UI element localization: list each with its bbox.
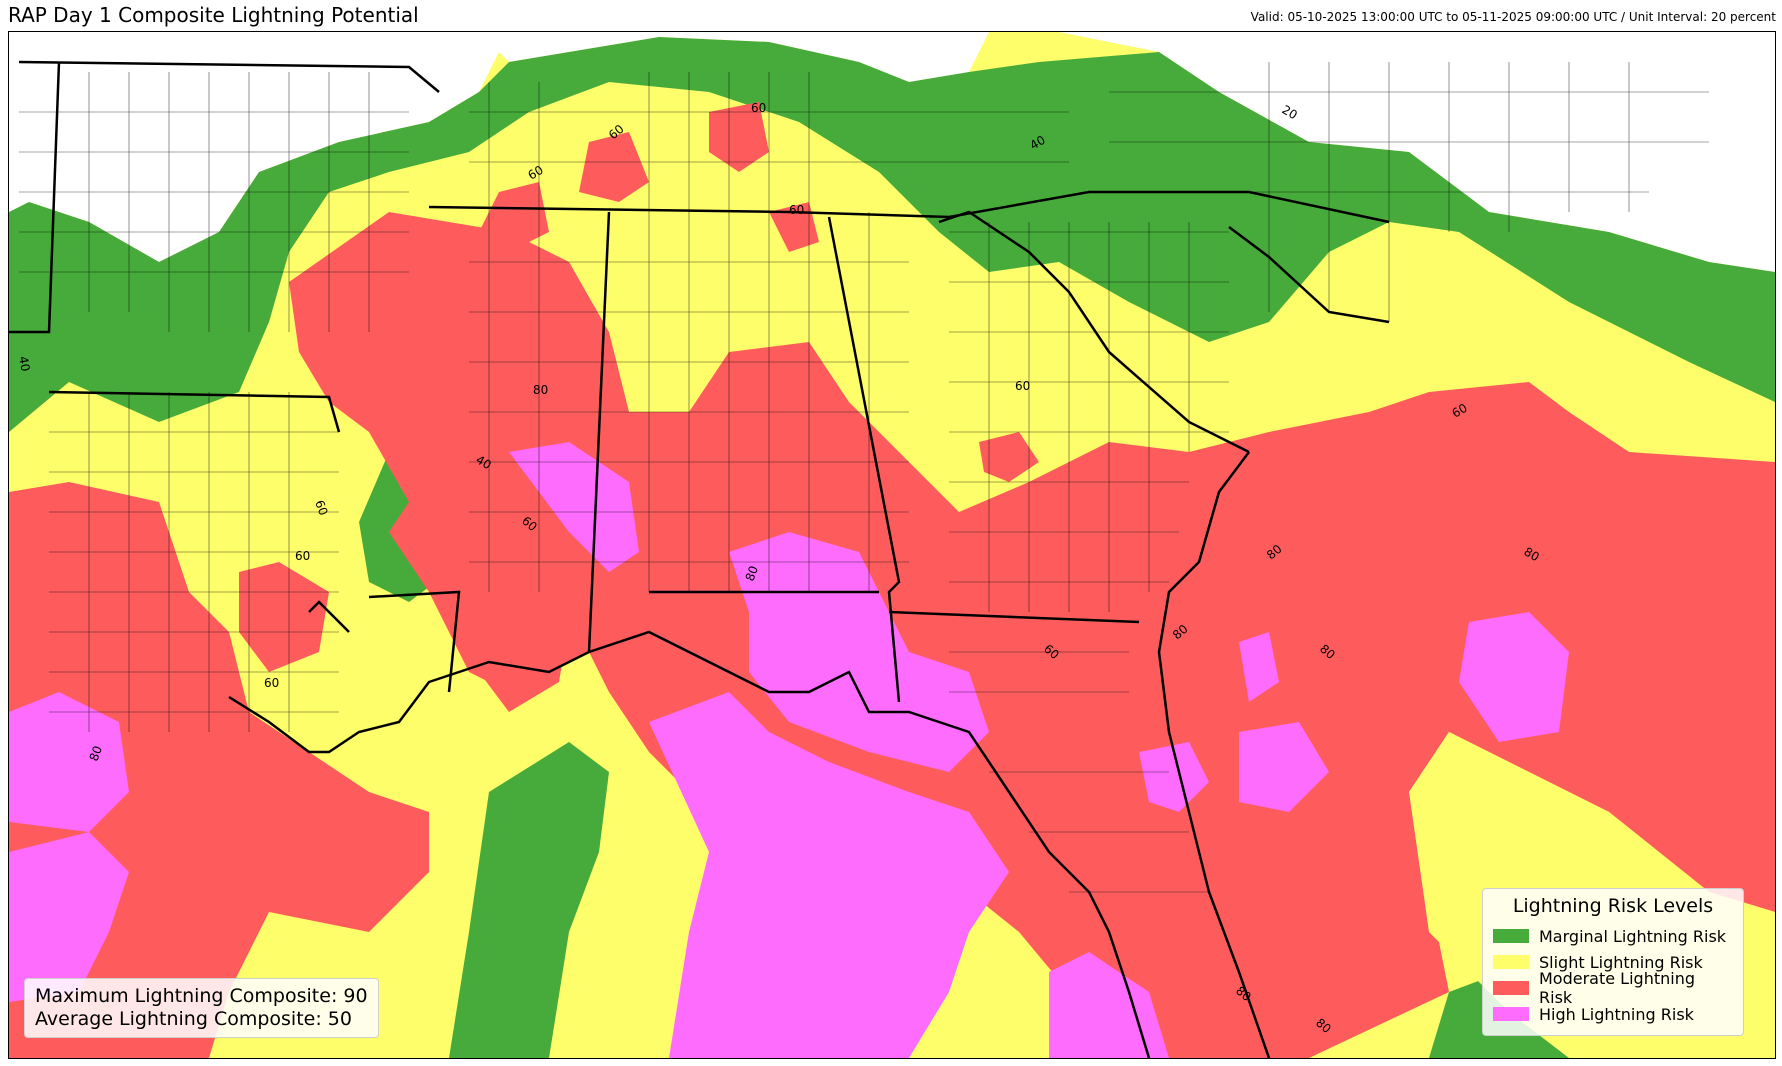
moderate-risk-blob-4 [479, 182, 549, 252]
contour-label: 20 [1280, 102, 1300, 122]
coastlines [228, 451, 1271, 1058]
moderate-risk-blob-1 [239, 562, 329, 672]
moderate-risk-blob-3 [579, 132, 649, 202]
high-risk-region-northms [509, 442, 639, 572]
valid-period: Valid: 05-10-2025 13:00:00 UTC to 05-11-… [1250, 10, 1776, 24]
map-title: RAP Day 1 Composite Lightning Potential [8, 3, 419, 27]
legend-swatch-marginal [1493, 929, 1529, 943]
moderate-risk-region-central [289, 212, 1775, 1058]
legend-label-marginal: Marginal Lightning Risk [1539, 926, 1727, 946]
marginal-risk-gulf-1 [449, 742, 609, 1058]
legend-swatch-high [1493, 1007, 1529, 1021]
high-risk-region-atlantic-3 [1239, 632, 1279, 702]
legend-item-marginal: Marginal Lightning Risk [1493, 923, 1733, 949]
legend-label-slight: Slight Lightning Risk [1539, 952, 1703, 972]
contour-label: 80 [743, 564, 761, 583]
high-risk-region-fl-east [1139, 742, 1209, 812]
contour-label: 60 [751, 101, 766, 115]
high-risk-region-florida [1049, 952, 1169, 1058]
legend: Lightning Risk Levels Marginal Lightning… [1482, 888, 1744, 1036]
high-risk-region-gulf [649, 692, 1009, 1058]
legend-label-high: High Lightning Risk [1539, 1004, 1694, 1024]
max-composite: Maximum Lightning Composite: 90 [35, 985, 368, 1007]
legend-item-high: High Lightning Risk [1493, 1001, 1733, 1027]
contour-label: 60 [312, 498, 330, 517]
no-risk-region-north [479, 32, 989, 82]
stats-box: Maximum Lightning Composite: 90 Average … [24, 978, 379, 1038]
contour-label: 40 [1028, 133, 1048, 153]
contour-label: 60 [526, 163, 546, 183]
no-risk-region-northwest [9, 32, 509, 262]
legend-label-moderate: Moderate Lightning Risk [1539, 969, 1695, 1007]
high-risk-region-southwest [9, 832, 129, 1002]
moderate-risk-blob-6 [769, 202, 819, 252]
contour-label: 80 [87, 744, 105, 763]
moderate-risk-blob-5 [709, 102, 769, 172]
legend-item-slight: Slight Lightning Risk [1493, 949, 1733, 975]
contour-label: 60 [1015, 379, 1030, 393]
legend-item-moderate: Moderate Lightning Risk [1493, 969, 1733, 1007]
legend-swatch-slight [1493, 955, 1529, 969]
high-risk-region-atlantic-2 [1239, 722, 1329, 812]
legend-swatch-moderate [1493, 981, 1529, 995]
contour-label: 80 [1522, 544, 1542, 564]
contour-label: 60 [789, 203, 804, 217]
contour-label: 60 [264, 676, 279, 690]
marginal-risk-band-north [9, 37, 1775, 432]
avg-composite: Average Lightning Composite: 50 [35, 1008, 352, 1030]
contour-label: 40 [16, 355, 32, 372]
high-risk-region-west [9, 692, 129, 832]
moderate-risk-blob-2 [479, 582, 569, 712]
county-lines [19, 62, 1709, 893]
lightning-map[interactable]: 20 40 40 40 60 60 60 60 60 60 60 60 60 6… [8, 31, 1776, 1059]
contour-label: 40 [474, 452, 494, 472]
legend-title: Lightning Risk Levels [1512, 895, 1714, 917]
contour-label: 60 [295, 549, 310, 563]
high-risk-region-atlantic-1 [1459, 612, 1569, 742]
contour-label: 80 [533, 383, 548, 397]
contour-label: 60 [1450, 401, 1470, 421]
moderate-risk-blob-7 [979, 432, 1039, 482]
